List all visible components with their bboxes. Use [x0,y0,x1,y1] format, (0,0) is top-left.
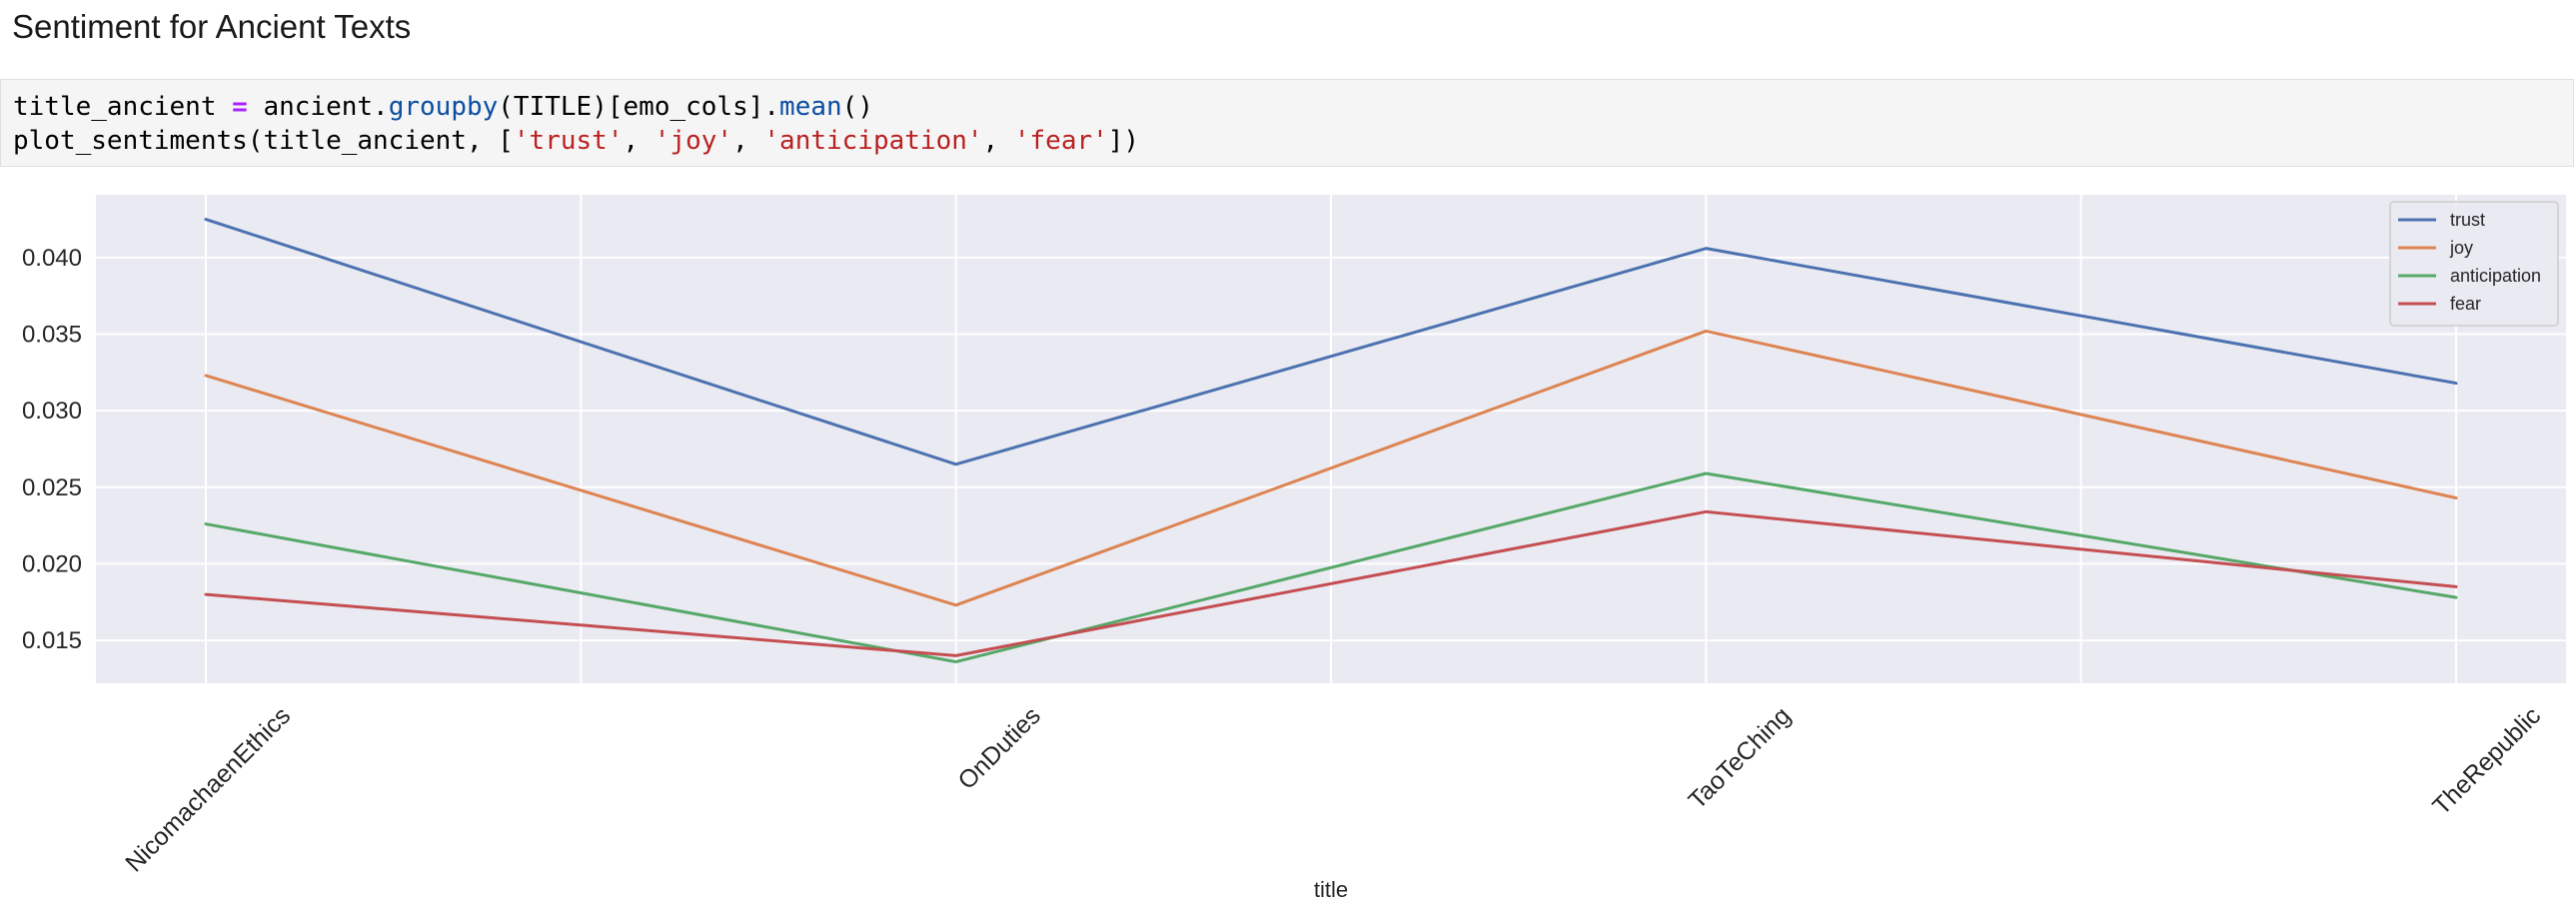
y-tick-label: 0.040 [22,245,82,272]
code-token: , [623,126,654,156]
code-token: , [732,126,764,156]
section-heading: Sentiment for Ancient Texts [12,8,412,45]
code-string: 'fear' [1013,126,1108,156]
legend-label-fear: fear [2450,294,2481,314]
y-tick-label: 0.020 [22,550,82,577]
code-string: 'anticipation' [763,126,983,156]
legend-label-joy: joy [2449,238,2473,258]
code-line-2: plot_sentiments(title_ancient, ['trust',… [13,126,1139,156]
y-tick-label: 0.030 [22,398,82,425]
x-tick-label: NicomachaenEthics [120,701,296,877]
code-token: title_ancient [13,92,233,122]
code-cell[interactable]: title_ancient = ancient.groupby(TITLE)[e… [0,79,2574,167]
legend-label-anticipation: anticipation [2450,266,2541,286]
code-token: , [982,126,1014,156]
x-axis-label: title [1314,877,1348,902]
code-operator: = [232,92,248,122]
series-line-trust [204,218,2458,466]
code-token: ]) [1107,126,1140,156]
series-line-joy [204,329,2458,607]
x-tick-label: TaoTeChing [1683,701,1796,814]
legend-label-trust: trust [2450,210,2485,230]
code-token: (TITLE)[emo_cols]. [498,92,780,122]
y-tick-label: 0.015 [22,627,82,654]
y-tick-label: 0.035 [22,321,82,348]
code-token: ancient. [247,92,389,122]
y-tick-label: 0.025 [22,474,82,501]
code-token: () [841,92,873,122]
code-token: plot_sentiments(title_ancient, [ [13,126,514,156]
x-tick-label: OnDuties [952,701,1045,794]
series-line-fear [204,509,2458,657]
code-string: 'joy' [653,126,733,156]
code-string: 'trust' [513,126,624,156]
x-tick-label: TheRepublic [2427,701,2546,820]
code-function: groupby [388,92,499,122]
code-line-1: title_ancient = ancient.groupby(TITLE)[e… [13,92,873,122]
series-line-anticipation [204,471,2458,664]
grid-lines [96,195,2566,683]
legend: trust joy anticipation fear [2389,201,2559,327]
legend-box [2389,201,2559,327]
code-function: mean [779,92,842,122]
